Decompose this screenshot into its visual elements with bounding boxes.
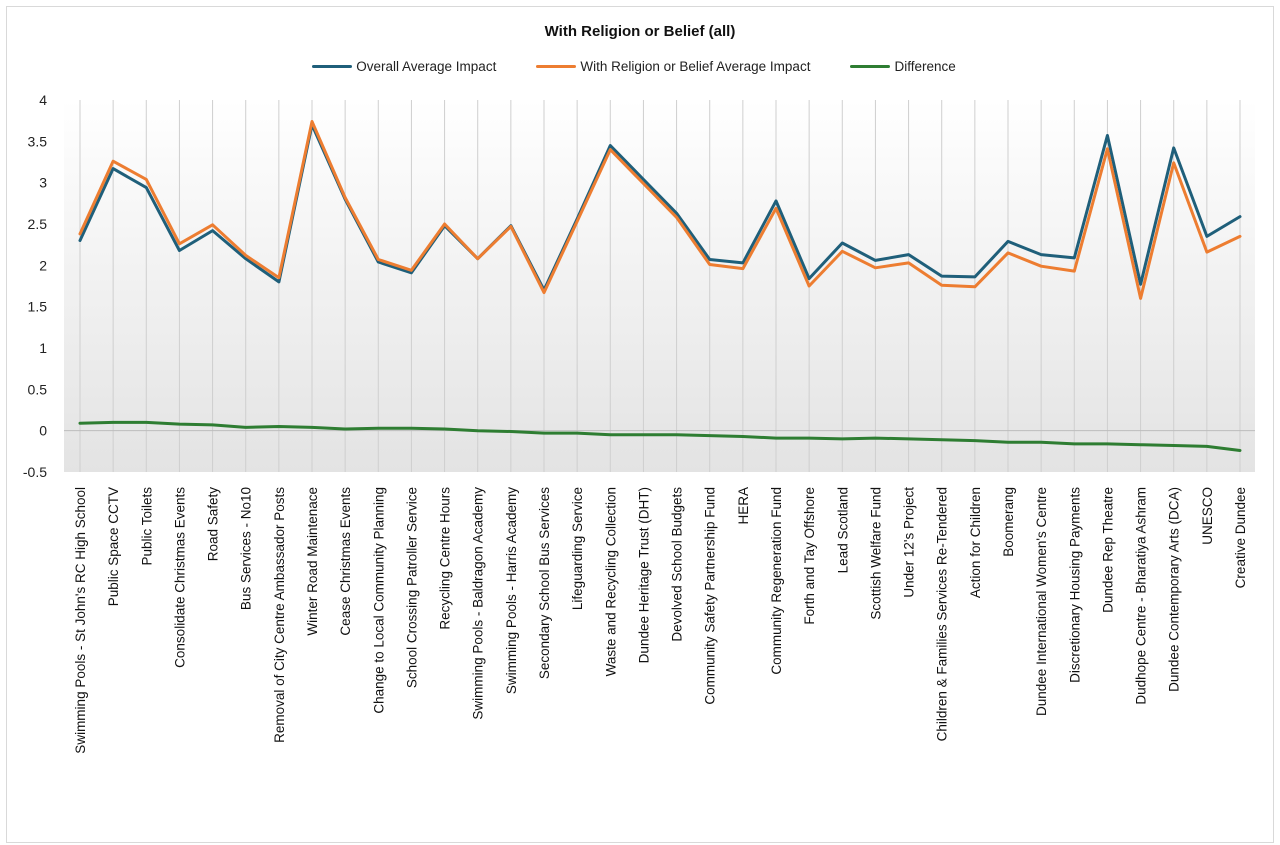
y-tick-label: 0 (39, 423, 47, 439)
x-tick-label: Devolved School Budgets (670, 487, 685, 642)
x-tick-label: Under 12's Project (902, 487, 917, 598)
legend-label-overall: Overall Average Impact (356, 59, 497, 74)
x-tick-label: Community Safety Partnership Fund (703, 487, 718, 705)
x-tick-label: Bus Services - No10 (239, 487, 254, 610)
x-tick-label: Creative Dundee (1233, 487, 1248, 588)
x-tick-label: Scottish Welfare Fund (868, 487, 883, 620)
x-tick-label: Change to Local Community Planning (371, 487, 386, 714)
x-tick-label: Waste and Recycling Collection (603, 487, 618, 676)
y-tick-label: 3 (39, 175, 47, 191)
x-tick-label: Public Space CCTV (106, 487, 121, 606)
legend-swatch-difference (850, 65, 891, 68)
x-tick-label: Removal of City Centre Ambassador Posts (272, 487, 287, 743)
x-tick-label: Swimming Pools - St John's RC High Schoo… (73, 487, 88, 754)
x-tick-label: Secondary School Bus Services (537, 487, 552, 679)
x-tick-label: Dudhope Centre - Bharatiya Ashram (1134, 487, 1149, 705)
legend-item-difference: Difference (850, 59, 956, 74)
y-tick-label: 1.5 (28, 299, 48, 315)
x-tick-label: Road Safety (206, 487, 221, 562)
x-tick-label: Boomerang (1001, 487, 1016, 557)
plot-background (64, 100, 1255, 472)
legend-swatch-overall (312, 65, 353, 68)
x-tick-label: Swimming Pools - Baldragon Academy (471, 487, 486, 720)
x-tick-label: Consolidate Christmas Events (172, 487, 187, 668)
legend-label-difference: Difference (894, 59, 956, 74)
x-tick-label: Swimming Pools - Harris Academy (504, 487, 519, 694)
legend-item-religion: With Religion or Belief Average Impact (536, 59, 810, 74)
x-tick-label: Public Toilets (139, 487, 154, 566)
x-tick-label: Children & Families Services Re-Tendered (935, 487, 950, 741)
x-tick-label: Winter Road Maintenace (305, 487, 320, 636)
x-tick-label: Forth and Tay Offshore (802, 487, 817, 625)
y-tick-label: 2.5 (28, 216, 48, 232)
y-tick-label: 1 (39, 340, 47, 356)
legend-swatch-religion (536, 65, 577, 68)
x-tick-label: Dundee International Women's Centre (1034, 487, 1049, 716)
legend-label-religion: With Religion or Belief Average Impact (580, 59, 811, 74)
legend-item-overall: Overall Average Impact (312, 59, 496, 74)
x-tick-label: Action for Children (968, 487, 983, 598)
x-tick-label: Lifeguarding Service (570, 487, 585, 610)
x-tick-label: Community Regeneration Fund (769, 487, 784, 675)
y-tick-label: -0.5 (23, 464, 47, 480)
chart-legend: Overall Average Impact With Religion or … (7, 59, 1273, 74)
x-tick-label: Dundee Contemporary Arts (DCA) (1167, 487, 1182, 692)
chart-title: With Religion or Belief (all) (544, 23, 736, 40)
series-line-2 (78, 420, 1242, 452)
y-tick-label: 0.5 (28, 381, 48, 397)
x-tick-label: UNESCO (1200, 487, 1215, 545)
x-tick-label: Recycling Centre Hours (438, 487, 453, 630)
y-tick-label: 4 (39, 92, 47, 108)
x-tick-label: Dundee Heritage Trust (DHT) (636, 487, 651, 663)
x-tick-label: School Crossing Patroller Service (404, 487, 419, 688)
series-line-1 (78, 120, 1242, 300)
series-line-0 (78, 123, 1242, 292)
x-tick-label: Lead Scotland (835, 487, 850, 573)
x-tick-label: HERA (736, 487, 751, 525)
x-tick-label: Dundee Rep Theatre (1100, 487, 1115, 613)
y-tick-label: 3.5 (28, 133, 48, 149)
y-tick-label: 2 (39, 257, 47, 273)
x-tick-label: Discretionary Housing Payments (1067, 487, 1082, 683)
x-tick-label: Cease Christmas Events (338, 487, 353, 636)
